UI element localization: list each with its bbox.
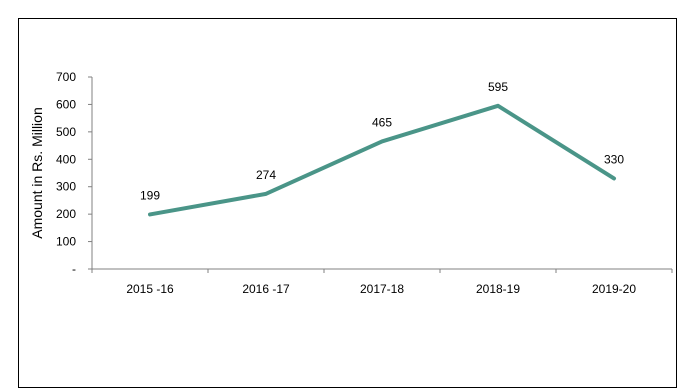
data-label: 274 — [256, 168, 276, 182]
x-tick-label: 2019-20 — [592, 282, 636, 296]
x-tick-label: 2017-18 — [360, 282, 404, 296]
y-tick-label: 400 — [56, 152, 76, 166]
data-label: 199 — [140, 188, 160, 202]
x-axis-ticks: 2015 -16 2016 -17 2017-18 2018-19 2019-20 — [91, 269, 673, 296]
y-tick-label: 700 — [56, 70, 76, 84]
x-tick-label: 2018-19 — [476, 282, 520, 296]
series-group — [148, 103, 616, 217]
data-labels: 199 274 465 595 330 — [140, 80, 624, 203]
data-point — [265, 193, 267, 195]
y-axis-title: Amount in Rs. Million — [29, 107, 45, 239]
y-tick-label: 200 — [56, 207, 76, 221]
y-tick-label: 600 — [56, 97, 76, 111]
y-tick-label: 100 — [56, 235, 76, 249]
y-tick-label: 500 — [56, 125, 76, 139]
x-tick-label: 2016 -17 — [242, 282, 290, 296]
chart-frame — [18, 18, 677, 388]
data-label: 595 — [488, 80, 508, 94]
y-tick-label: 300 — [56, 180, 76, 194]
axes — [91, 77, 672, 270]
data-point — [149, 213, 151, 215]
x-tick-label: 2015 -16 — [126, 282, 174, 296]
data-label: 330 — [604, 152, 624, 166]
data-point — [613, 177, 615, 179]
data-point — [381, 140, 383, 142]
data-label: 465 — [372, 115, 392, 129]
y-axis-ticks: - 100 200 300 400 500 600 700 — [56, 70, 92, 276]
data-point — [497, 105, 499, 107]
y-tick-label: - — [72, 262, 76, 276]
